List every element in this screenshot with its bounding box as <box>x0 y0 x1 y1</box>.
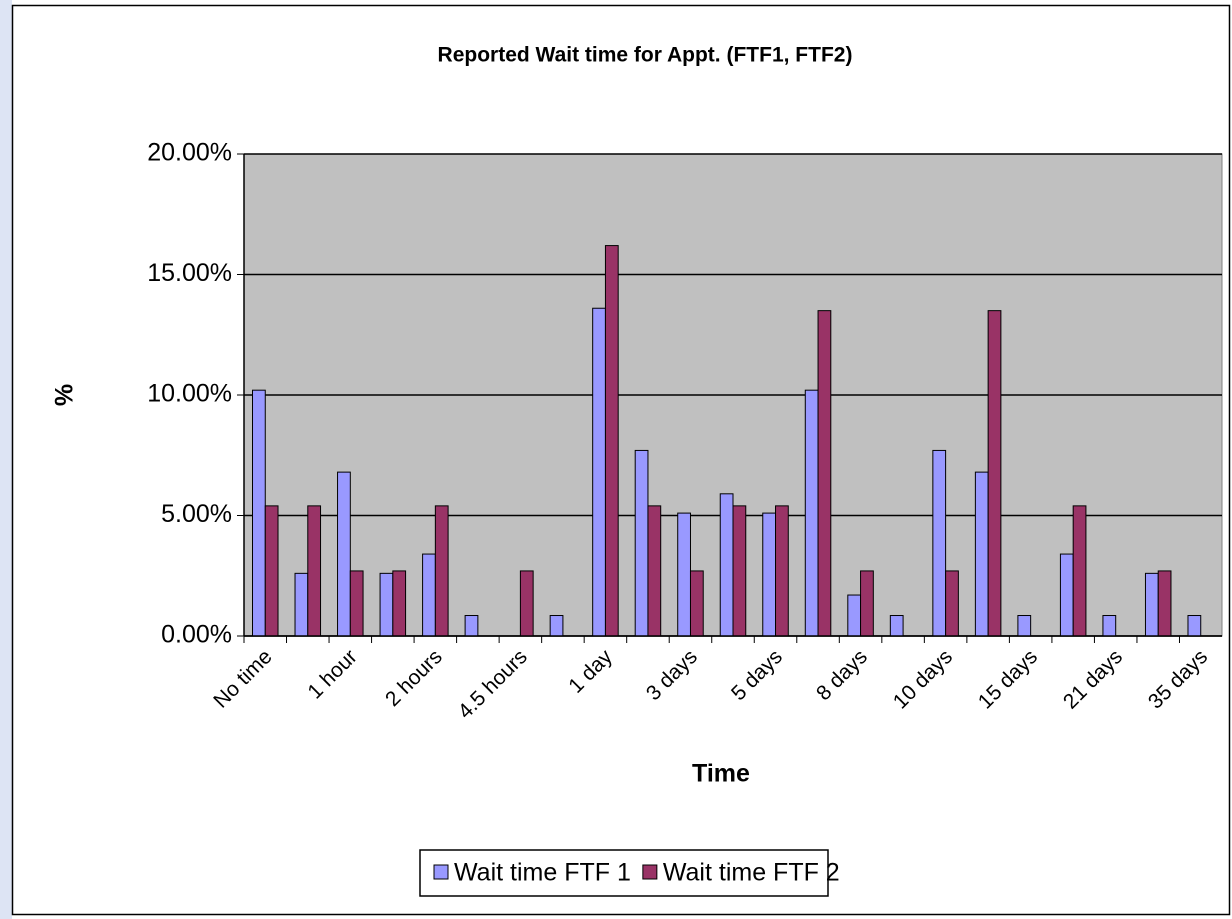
legend-swatch <box>642 864 658 880</box>
bar <box>592 307 606 637</box>
chart-title: Reported Wait time for Appt. (FTF1, FTF2… <box>438 44 853 67</box>
bar <box>945 570 959 637</box>
bar <box>732 505 747 637</box>
bar <box>464 615 479 637</box>
bar <box>647 505 662 637</box>
bar <box>1059 553 1074 637</box>
bar <box>1144 572 1159 637</box>
bar <box>1157 570 1172 637</box>
y-tick-label: 20.00% <box>147 139 232 167</box>
bar <box>804 389 819 637</box>
legend-box <box>419 849 829 897</box>
bar <box>987 310 1002 637</box>
bar <box>519 570 534 637</box>
bar <box>307 505 322 637</box>
bar <box>847 594 862 637</box>
bar <box>719 493 734 637</box>
bar <box>252 389 266 637</box>
bar <box>549 615 564 637</box>
bar <box>889 615 904 637</box>
x-axis-label: Time <box>692 760 750 788</box>
legend-label: Wait time FTF 2 <box>663 859 840 887</box>
y-tick-label: 5.00% <box>161 500 232 528</box>
y-axis-label: % <box>51 384 79 406</box>
page-edge <box>0 0 12 919</box>
bar <box>1102 615 1117 637</box>
bar <box>974 471 989 637</box>
y-tick-label: 15.00% <box>147 259 232 287</box>
bar <box>379 572 394 637</box>
bar <box>294 572 309 637</box>
bar <box>1072 505 1087 637</box>
bar <box>932 449 947 637</box>
bar <box>634 449 649 637</box>
y-tick-label: 0.00% <box>161 621 232 649</box>
y-tick-label: 10.00% <box>147 380 232 408</box>
bar <box>1017 615 1032 637</box>
bar <box>422 553 436 637</box>
bar <box>1187 615 1202 637</box>
bar <box>434 505 449 637</box>
bar <box>775 505 789 637</box>
legend-swatch <box>433 864 449 880</box>
bar <box>677 512 691 637</box>
bar <box>264 505 279 637</box>
bar <box>337 471 351 637</box>
bar <box>604 245 619 637</box>
bar <box>349 570 364 637</box>
bar <box>392 570 407 637</box>
bar <box>817 310 832 637</box>
bar <box>762 512 777 637</box>
bar <box>860 570 874 637</box>
bar <box>689 570 704 637</box>
legend-label: Wait time FTF 1 <box>454 859 631 887</box>
